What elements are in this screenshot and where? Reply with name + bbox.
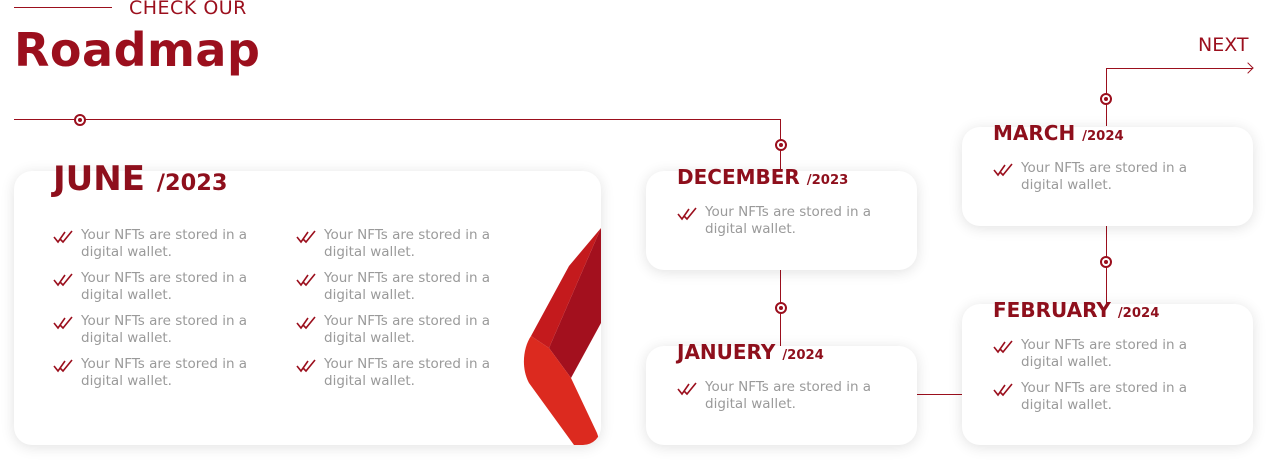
timeline-dot-icon <box>775 302 787 314</box>
timeline-line-next <box>1106 68 1252 69</box>
milestone-month: FEBRUARY <box>993 298 1111 322</box>
list-item-text: Your NFTs are stored in a digital wallet… <box>705 379 872 412</box>
milestone-card-january: JANUERY /2024 Your NFTs are stored in a … <box>646 340 917 445</box>
milestone-heading: FEBRUARY /2024 <box>993 298 1159 322</box>
list-item-text: Your NFTs are stored in a digital wallet… <box>1021 380 1188 413</box>
milestone-card-december: DECEMBER /2023 Your NFTs are stored in a… <box>646 165 917 270</box>
timeline-line-jan-feb <box>917 394 962 395</box>
decorative-ribbon <box>509 228 601 445</box>
list-item-text: Your NFTs are stored in a digital wallet… <box>705 204 872 237</box>
double-check-icon <box>53 359 73 373</box>
kicker-text: CHECK OUR <box>129 0 247 19</box>
list-item-text: Your NFTs are stored in a digital wallet… <box>81 270 248 303</box>
list-item-text: Your NFTs are stored in a digital wallet… <box>1021 160 1188 193</box>
milestone-month: DECEMBER <box>677 165 800 189</box>
timeline-dot-icon <box>775 139 787 151</box>
timeline-dot-icon <box>74 114 86 126</box>
milestone-month: JUNE <box>53 159 145 199</box>
double-check-icon <box>53 316 73 330</box>
double-check-icon <box>296 273 316 287</box>
timeline-line-main <box>14 119 781 120</box>
double-check-icon <box>296 316 316 330</box>
double-check-icon <box>677 207 697 221</box>
milestone-year: /2024 <box>782 348 824 363</box>
double-check-icon <box>993 383 1013 397</box>
milestone-card-march: MARCH /2024 Your NFTs are stored in a di… <box>962 121 1253 226</box>
page-title: Roadmap <box>14 23 261 77</box>
milestone-year: /2024 <box>1082 129 1124 144</box>
list-item-text: Your NFTs are stored in a digital wallet… <box>1021 337 1188 370</box>
list-item-text: Your NFTs are stored in a digital wallet… <box>81 227 248 260</box>
double-check-icon <box>296 230 316 244</box>
double-check-icon <box>993 163 1013 177</box>
milestone-card-june: JUNE /2023 Your NFTs are stored in a dig… <box>14 159 601 445</box>
double-check-icon <box>53 273 73 287</box>
milestone-heading: JUNE /2023 <box>53 159 227 199</box>
next-button[interactable]: NEXT <box>1198 34 1249 56</box>
kicker-divider <box>14 7 112 8</box>
milestone-heading: MARCH /2024 <box>993 121 1124 145</box>
milestone-month: MARCH <box>993 121 1076 145</box>
double-check-icon <box>296 359 316 373</box>
milestone-year: /2023 <box>806 173 849 188</box>
milestone-heading: DECEMBER /2023 <box>677 165 848 189</box>
list-item-text: Your NFTs are stored in a digital wallet… <box>81 356 248 389</box>
double-check-icon <box>677 382 697 396</box>
list-item-text: Your NFTs are stored in a digital wallet… <box>81 313 248 346</box>
milestone-month: JANUERY <box>677 340 776 364</box>
milestone-card-february: FEBRUARY /2024 Your NFTs are stored in a… <box>962 298 1253 445</box>
milestone-year: /2023 <box>156 170 228 196</box>
list-item-text: Your NFTs are stored in a digital wallet… <box>324 356 491 389</box>
arrow-right-icon <box>1242 62 1254 74</box>
list-item-text: Your NFTs are stored in a digital wallet… <box>324 313 491 346</box>
milestone-year: /2024 <box>1117 306 1160 321</box>
list-item-text: Your NFTs are stored in a digital wallet… <box>324 227 491 260</box>
double-check-icon <box>993 340 1013 354</box>
milestone-heading: JANUERY /2024 <box>677 340 824 364</box>
double-check-icon <box>53 230 73 244</box>
timeline-dot-icon <box>1100 256 1112 268</box>
list-item-text: Your NFTs are stored in a digital wallet… <box>324 270 491 303</box>
timeline-dot-icon <box>1100 93 1112 105</box>
